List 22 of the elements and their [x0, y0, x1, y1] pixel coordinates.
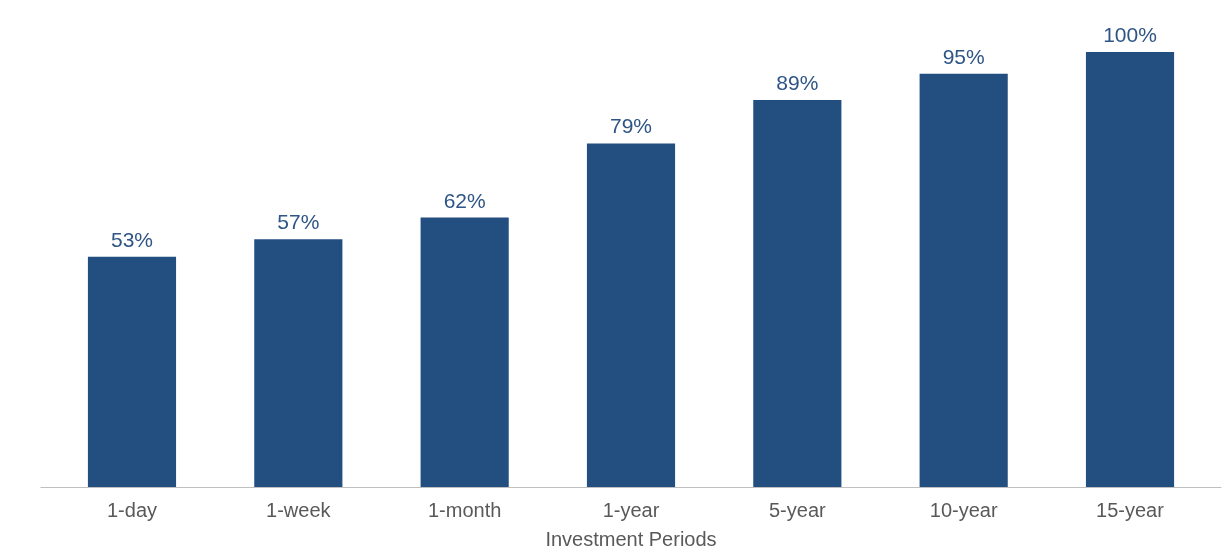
- bar: [1085, 52, 1175, 488]
- bar: [753, 99, 842, 488]
- bar: [919, 73, 1008, 488]
- x-tick-label: 5-year: [768, 498, 827, 521]
- data-label: 100%: [1103, 23, 1157, 47]
- data-label: 53%: [110, 227, 153, 251]
- x-tick-label: 1-week: [266, 498, 332, 521]
- x-axis-title: Investment Periods: [545, 527, 717, 550]
- x-tick-label: 10-year: [929, 498, 998, 521]
- x-tick-label: 15-year: [1096, 498, 1165, 521]
- data-label: 95%: [942, 44, 985, 68]
- data-label: 62%: [443, 188, 486, 212]
- bar: [87, 256, 177, 488]
- data-label: 57%: [277, 210, 320, 234]
- bar: [254, 239, 343, 488]
- data-label: 89%: [776, 70, 819, 94]
- data-label: 79%: [609, 114, 653, 138]
- x-tick-label: 1-month: [427, 498, 502, 521]
- bar: [586, 143, 676, 488]
- x-tick-label: 1-year: [602, 498, 660, 521]
- bar: [420, 217, 509, 488]
- x-tick-label: 1-day: [106, 498, 157, 521]
